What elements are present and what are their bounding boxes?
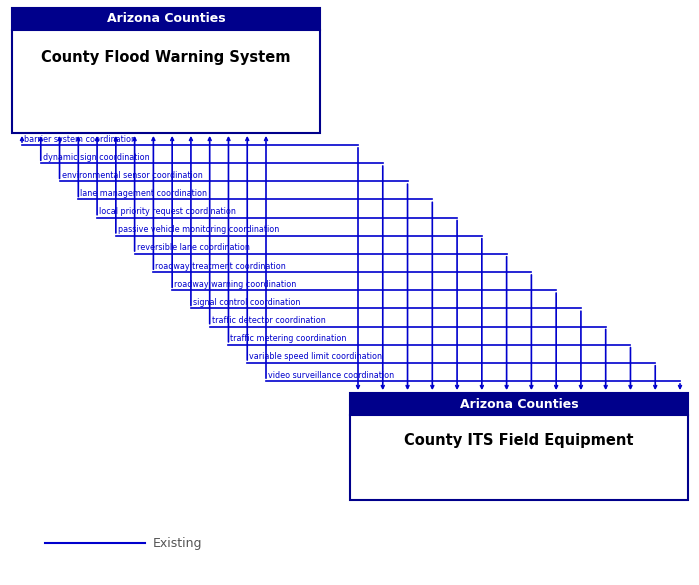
Text: Existing: Existing — [153, 536, 203, 549]
Bar — [350, 415, 688, 500]
Bar — [350, 393, 688, 415]
Text: traffic metering coordination: traffic metering coordination — [231, 334, 347, 343]
Text: dynamic sign coordination: dynamic sign coordination — [43, 153, 150, 161]
Bar — [12, 30, 320, 133]
Text: County ITS Field Equipment: County ITS Field Equipment — [404, 433, 634, 448]
Text: passive vehicle monitoring coordination: passive vehicle monitoring coordination — [118, 225, 279, 234]
Bar — [12, 8, 320, 30]
Text: barrier system coordination: barrier system coordination — [24, 135, 136, 143]
Text: reversible lane coordination: reversible lane coordination — [136, 243, 250, 252]
Text: Arizona Counties: Arizona Counties — [107, 12, 225, 26]
Text: roadway warning coordination: roadway warning coordination — [174, 280, 296, 289]
Text: video surveillance coordination: video surveillance coordination — [268, 370, 394, 380]
Text: local priority request coordination: local priority request coordination — [99, 207, 236, 216]
Text: environmental sensor coordination: environmental sensor coordination — [62, 171, 202, 180]
Text: lane management coordination: lane management coordination — [80, 189, 208, 198]
Text: County Flood Warning System: County Flood Warning System — [41, 50, 291, 65]
Text: Arizona Counties: Arizona Counties — [460, 397, 578, 411]
Text: traffic detector coordination: traffic detector coordination — [212, 316, 326, 325]
Text: variable speed limit coordination: variable speed limit coordination — [250, 352, 382, 362]
Text: signal control coordination: signal control coordination — [193, 298, 301, 307]
Text: roadway treatment coordination: roadway treatment coordination — [155, 261, 286, 271]
